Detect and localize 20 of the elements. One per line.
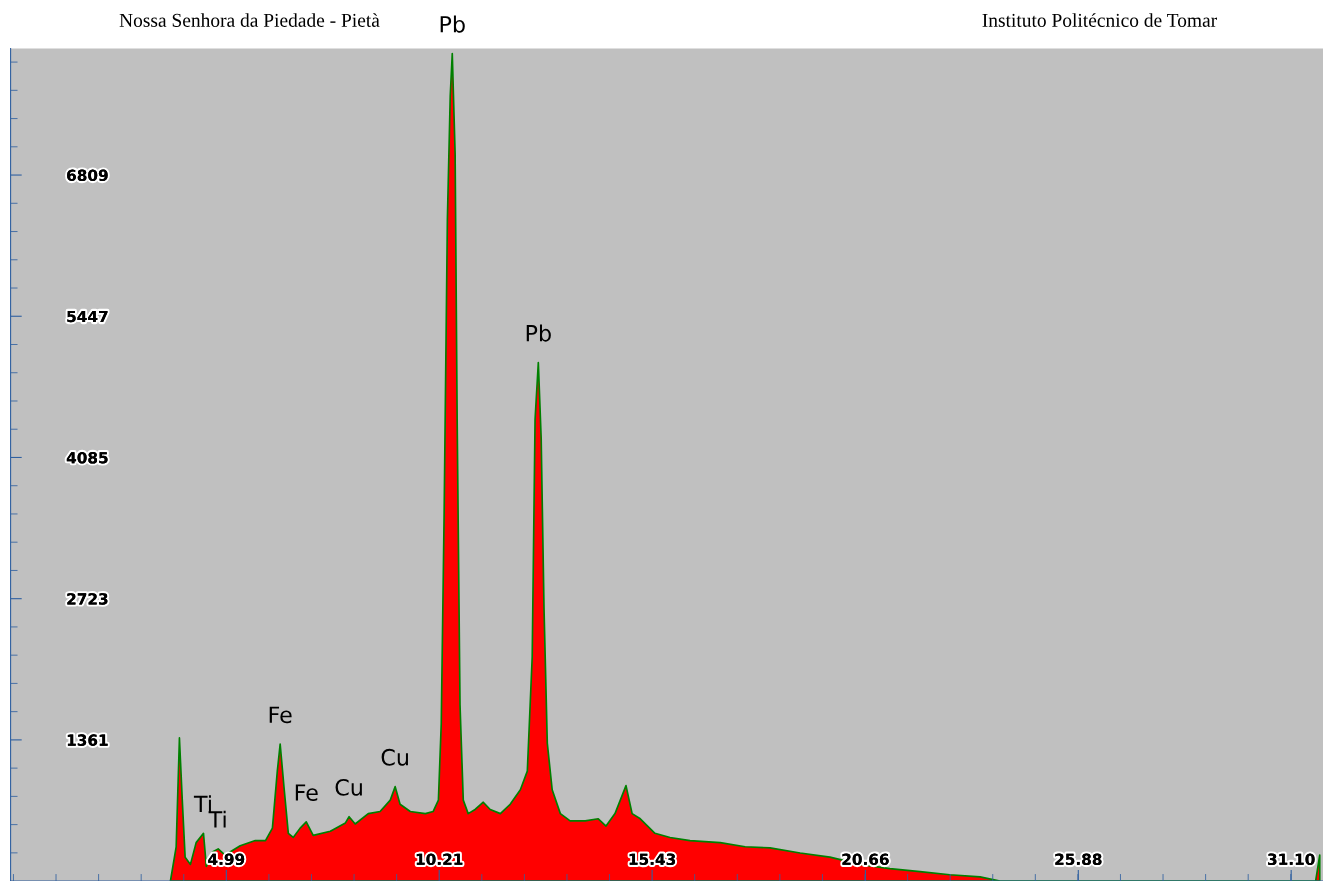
text: Nossa Senhora da Piedade - Pietà — [119, 13, 380, 27]
annotation: Fe — [269, 706, 292, 724]
annotation: Cu — [335, 778, 362, 796]
x-tick-label: 31.10 — [1268, 853, 1315, 866]
y-tick-label: 5447 — [67, 310, 108, 323]
annotation: Pb — [440, 15, 465, 33]
y-tick-label: 2723 — [67, 593, 108, 605]
y-tick-label: 4085 — [66, 451, 108, 464]
x-tick-label: 15.43 — [629, 853, 676, 866]
annotation: Ti — [208, 810, 226, 828]
text: Instituto Politécnico de Tomar — [982, 13, 1217, 27]
annotation: Ti — [193, 795, 211, 813]
y-tick-label: 6809 — [67, 169, 108, 182]
x-tick-label: 10.21 — [416, 853, 463, 866]
annotation: Pb — [526, 324, 551, 342]
y-tick-label: 1361 — [67, 734, 108, 746]
x-tick-label: 25.88 — [1055, 853, 1102, 866]
annotation: Cu — [381, 748, 408, 766]
x-tick-label: 20.66 — [842, 853, 889, 866]
annotation: Fe — [295, 784, 318, 801]
